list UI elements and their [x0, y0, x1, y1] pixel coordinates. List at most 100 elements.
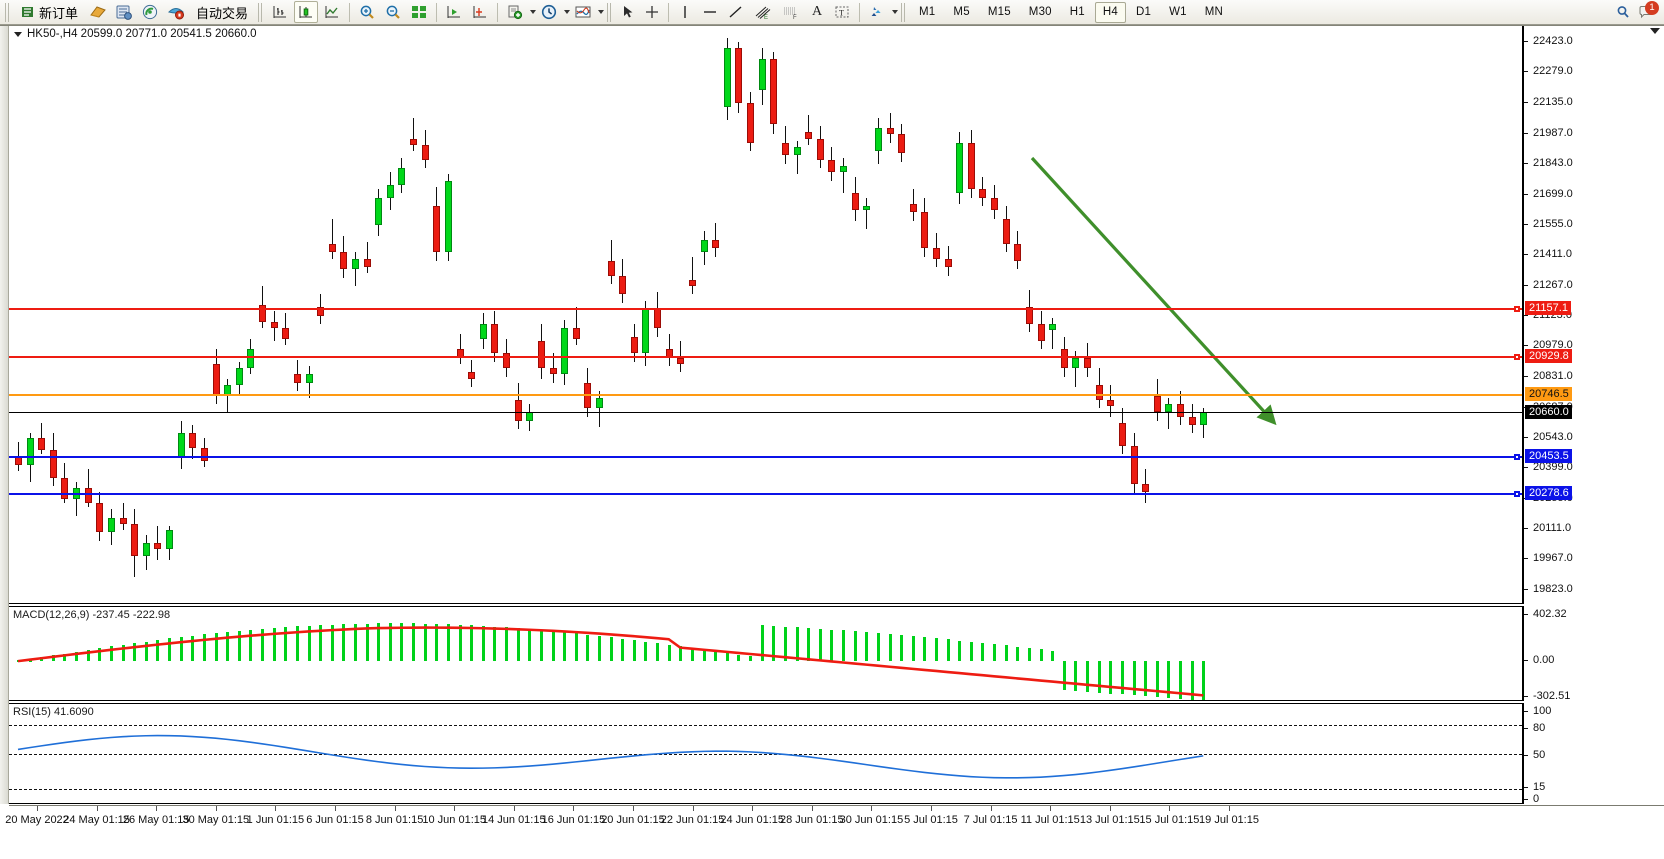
equidistant-channel-button[interactable]: E: [750, 1, 776, 23]
candlestick-chart-button[interactable]: [294, 1, 319, 23]
timeframe-h4[interactable]: H4: [1094, 1, 1126, 23]
macd-bar: [261, 628, 265, 662]
rsi-pane[interactable]: RSI(15) 41.6090: [9, 703, 1523, 804]
chart-scroll-rail[interactable]: [0, 26, 9, 804]
macd-bar: [900, 635, 904, 662]
objects-button[interactable]: [865, 1, 889, 23]
zoom-in-button[interactable]: [355, 1, 379, 23]
level-line-20929.8[interactable]: [9, 353, 1522, 360]
objects-dropdown-caret[interactable]: [892, 10, 899, 14]
vertical-line-button[interactable]: [674, 1, 696, 23]
candle: [142, 26, 150, 603]
toolbar-grip[interactable]: [5, 2, 11, 22]
price-label-21157.1[interactable]: 21157.1: [1525, 300, 1571, 315]
candle-wick: [331, 218, 333, 259]
timeframe-w1[interactable]: W1: [1169, 6, 1187, 18]
templates-dropdown-caret[interactable]: [598, 10, 605, 14]
indicators-button[interactable]: [503, 1, 527, 23]
timeframe-m1[interactable]: M1: [919, 6, 936, 18]
price-axis[interactable]: 22423.0 22279.0 22135.0 21987.0 21843.0 21699…: [1523, 26, 1664, 604]
candle-body: [898, 134, 906, 154]
macd-bar: [1027, 648, 1031, 662]
candle-body: [549, 368, 557, 375]
level-line-handle[interactable]: [1514, 305, 1520, 312]
down-trend-arrow[interactable]: [1030, 156, 1277, 426]
candle-body: [119, 517, 127, 524]
timeframe-m5[interactable]: M5: [953, 6, 970, 18]
timeframe-m15[interactable]: M15: [987, 6, 1011, 18]
candle-body: [305, 374, 313, 383]
fibonacci-button[interactable]: F: [778, 1, 804, 23]
zoom-out-icon: [386, 5, 400, 19]
search-button[interactable]: [1611, 1, 1635, 23]
toolbar-grip-2[interactable]: [258, 2, 265, 22]
timeframe-h1[interactable]: H1: [1069, 6, 1085, 18]
level-line-handle[interactable]: [1514, 490, 1520, 497]
level-line-21157.1[interactable]: [9, 305, 1522, 312]
price-label-20278.6[interactable]: 20278.6: [1525, 485, 1572, 500]
text-label-button[interactable]: T: [830, 1, 854, 23]
auto-scroll-button[interactable]: [468, 1, 492, 23]
toolbar-grip-3[interactable]: [607, 2, 614, 22]
chart-collapse-icon[interactable]: [1650, 28, 1660, 34]
horizontal-line-button[interactable]: [698, 1, 722, 23]
bar-chart-button[interactable]: [268, 1, 292, 23]
indicators-dropdown-caret[interactable]: [530, 10, 537, 14]
text-button[interactable]: A: [806, 1, 828, 23]
macd-bar: [667, 644, 671, 662]
macd-bar: [365, 623, 369, 662]
shift-end-button[interactable]: [442, 1, 466, 23]
price-label-20453.5[interactable]: 20453.5: [1525, 448, 1572, 463]
level-line-20278.6[interactable]: [9, 490, 1522, 497]
candle-body: [1049, 323, 1057, 331]
candle: [293, 26, 301, 603]
auto-trading-button[interactable]: [164, 1, 188, 23]
period-dropdown-caret[interactable]: [564, 10, 571, 14]
chevron-down-icon[interactable]: [14, 31, 22, 37]
level-line-handle[interactable]: [1514, 453, 1520, 460]
macd-bar: [109, 646, 113, 662]
new-order-button[interactable]: 新订单: [15, 1, 84, 23]
price-label-20660.0[interactable]: 20660.0: [1525, 405, 1572, 420]
level-line-handle[interactable]: [1514, 353, 1520, 360]
timeframe-m30[interactable]: M30: [1028, 6, 1052, 18]
candle: [688, 26, 696, 603]
time-tick-mark: [1050, 806, 1052, 811]
data-window-button[interactable]: [112, 1, 136, 23]
macd-pane[interactable]: MACD(12,26,9) -237.45 -222.98: [9, 606, 1523, 701]
macd-bar: [214, 633, 218, 662]
trendline-button[interactable]: [724, 1, 748, 23]
alerts-button[interactable]: 1: [1636, 1, 1659, 22]
macd-axis[interactable]: 402.32 0.00 -302.51: [1523, 606, 1664, 702]
line-chart-button[interactable]: [320, 1, 344, 23]
time-axis[interactable]: 20 May 2022 24 May 01:15 26 May 01:15 30 Ma…: [5, 805, 1664, 834]
macd-bar: [446, 624, 450, 662]
level-line-20660.0[interactable]: [9, 412, 1522, 414]
macd-bar: [772, 626, 776, 662]
timeframe-d1[interactable]: D1: [1136, 6, 1152, 18]
period-button[interactable]: [537, 1, 561, 23]
level-line-20453.5[interactable]: [9, 453, 1522, 460]
price-pane[interactable]: HK50-,H4 20599.0 20771.0 20541.5 20660.0: [9, 26, 1523, 604]
candle: [305, 26, 313, 603]
tile-windows-button[interactable]: [407, 1, 431, 23]
profile-button[interactable]: [86, 1, 110, 23]
time-tick-mark: [633, 806, 634, 811]
price-label-20746.5[interactable]: 20746.5: [1525, 387, 1572, 402]
timeframe-group: M1 M5 M15 M30 H1 H4 D1 W1 MN: [910, 1, 1232, 23]
candle-body: [851, 193, 859, 211]
timeframe-mn[interactable]: MN: [1204, 6, 1224, 18]
rsi-axis[interactable]: 100 80 50 15 0: [1523, 703, 1664, 805]
signals-button[interactable]: [138, 1, 162, 23]
level-line-20746.5[interactable]: [9, 394, 1522, 397]
candle-body: [235, 368, 243, 385]
templates-button[interactable]: [571, 1, 595, 23]
crosshair-button[interactable]: [641, 1, 663, 23]
cursor-button[interactable]: [617, 1, 639, 23]
macd-tick: -302.51: [1524, 690, 1570, 702]
zoom-out-button[interactable]: [381, 1, 405, 23]
toolbar-grip-4[interactable]: [901, 2, 908, 22]
candle: [630, 26, 638, 603]
auto-trading-label-button[interactable]: 自动交易: [190, 1, 254, 23]
price-label-20929.8[interactable]: 20929.8: [1525, 348, 1572, 363]
